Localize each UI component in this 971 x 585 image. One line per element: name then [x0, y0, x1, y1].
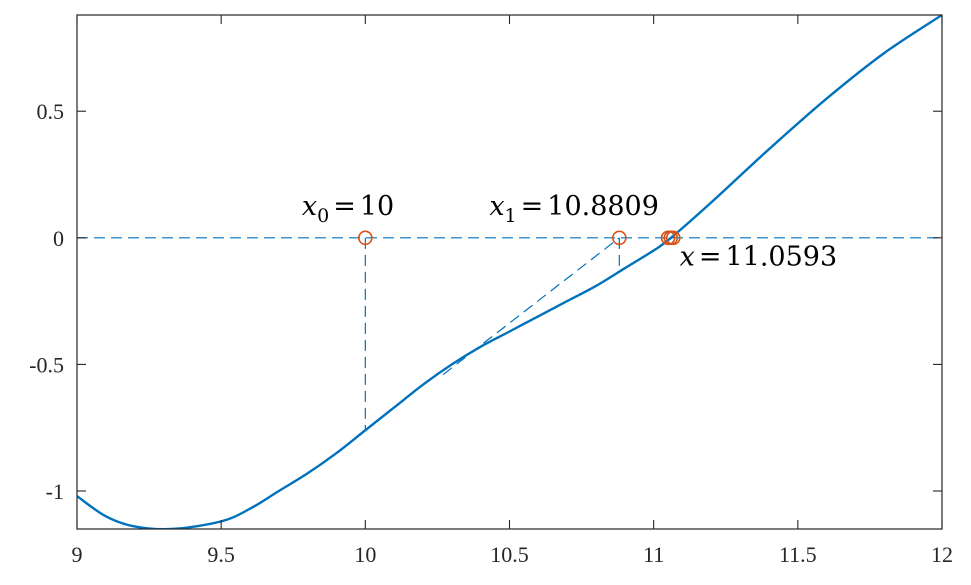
- y-tick-label: -1: [46, 479, 64, 504]
- annotation-value: 10.8809: [547, 191, 659, 222]
- x-tick-label: 9: [72, 542, 83, 567]
- annotation-subscript: 1: [505, 205, 517, 227]
- annotation-0: x0 = 10: [302, 191, 394, 227]
- iterate-marker-4: [665, 230, 681, 246]
- axes: [76, 14, 943, 530]
- iterate-marker-1: [612, 230, 627, 246]
- y-tick-label: 0.5: [37, 99, 65, 124]
- curve-line-0: [77, 15, 942, 529]
- annotation-value: 10: [360, 191, 394, 222]
- x-tick-label: 9.5: [207, 542, 235, 567]
- annotation-variable: x: [680, 242, 695, 273]
- annotation-subscript: 0: [317, 205, 329, 227]
- tick-labels: 9 9.5 10 10.5 11 11.5 12-1-0.500.5: [29, 99, 953, 567]
- annotation-value: 11.0593: [725, 242, 837, 273]
- x-tick-label: 11: [643, 542, 664, 567]
- x-tick-label: 10.5: [490, 542, 529, 567]
- markers-group: [358, 230, 681, 246]
- x-tick-label: 10: [354, 542, 376, 567]
- annotation-variable: x: [302, 191, 317, 222]
- y-tick-label: 0: [53, 226, 64, 251]
- annotation-variable: x: [489, 191, 504, 222]
- x-tick-label: 11.5: [779, 542, 817, 567]
- x-tick-label: 12: [931, 542, 953, 567]
- annotation-equals: =: [333, 191, 356, 222]
- annotation-equals: =: [521, 191, 544, 222]
- annotation-1: x1 = 10.8809: [489, 191, 659, 227]
- curve-group: [77, 15, 942, 529]
- annotation-equals: =: [699, 242, 722, 273]
- iterate-marker-0: [358, 230, 373, 246]
- annotation-2: x = 11.0593: [680, 242, 838, 273]
- y-tick-label: -0.5: [29, 352, 64, 377]
